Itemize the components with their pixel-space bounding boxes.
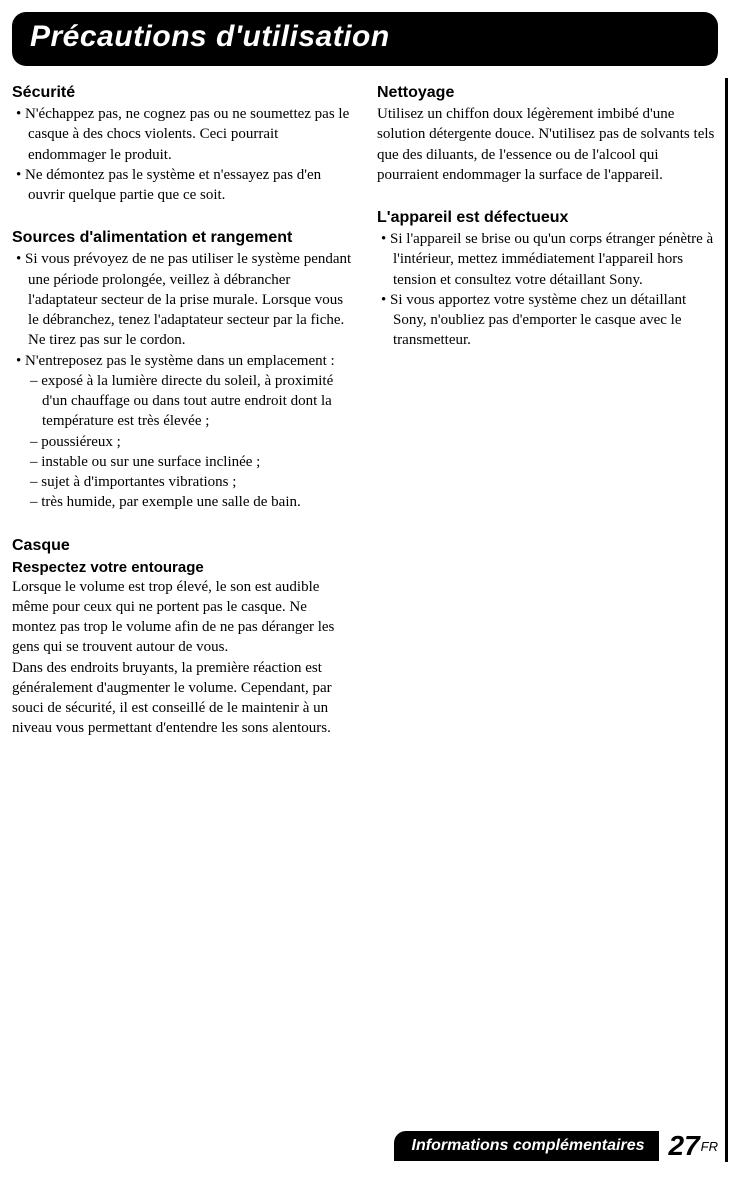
page-number: 27 (669, 1130, 700, 1162)
side-rule (725, 78, 728, 1162)
left-column: Sécurité N'échappez pas, ne cognez pas o… (12, 78, 353, 739)
casque-subtitle: Respectez votre entourage (12, 559, 353, 576)
list-item: Ne démontez pas le système et n'essayez … (12, 165, 353, 206)
sources-list: Si vous prévoyez de ne pas utiliser le s… (12, 249, 353, 371)
list-item: Si l'appareil se brise ou qu'un corps ét… (377, 229, 718, 290)
section-nettoyage-title: Nettoyage (377, 84, 718, 102)
casque-paragraph: Lorsque le volume est trop élevé, le son… (12, 577, 353, 739)
sources-sublist: exposé à la lumière directe du soleil, à… (26, 371, 353, 513)
page-suffix: FR (701, 1139, 718, 1154)
right-column: Nettoyage Utilisez un chiffon doux légèr… (377, 78, 718, 739)
page-footer: Informations complémentaires 27 FR (394, 1130, 718, 1162)
securite-list: N'échappez pas, ne cognez pas ou ne soum… (12, 104, 353, 205)
list-item: poussiéreux ; (26, 432, 353, 452)
section-securite-title: Sécurité (12, 84, 353, 102)
list-item: N'échappez pas, ne cognez pas ou ne soum… (12, 104, 353, 165)
footer-label: Informations complémentaires (394, 1131, 659, 1161)
list-item: N'entreposez pas le système dans un empl… (12, 351, 353, 371)
list-item: Si vous prévoyez de ne pas utiliser le s… (12, 249, 353, 350)
list-item: instable ou sur une surface inclinée ; (26, 452, 353, 472)
list-item: exposé à la lumière directe du soleil, à… (26, 371, 353, 432)
content-area: Sécurité N'échappez pas, ne cognez pas o… (12, 78, 718, 739)
list-item: très humide, par exemple une salle de ba… (26, 492, 353, 512)
page-header: Précautions d'utilisation (12, 12, 718, 66)
section-casque-title: Casque (12, 537, 353, 555)
list-item: sujet à d'importantes vibrations ; (26, 472, 353, 492)
section-defect-title: L'appareil est défectueux (377, 209, 718, 227)
section-sources-title: Sources d'alimentation et rangement (12, 229, 353, 247)
defect-list: Si l'appareil se brise ou qu'un corps ét… (377, 229, 718, 351)
nettoyage-paragraph: Utilisez un chiffon doux légèrement imbi… (377, 104, 718, 185)
list-item: Si vous apportez votre système chez un d… (377, 290, 718, 351)
page-title: Précautions d'utilisation (30, 20, 700, 54)
